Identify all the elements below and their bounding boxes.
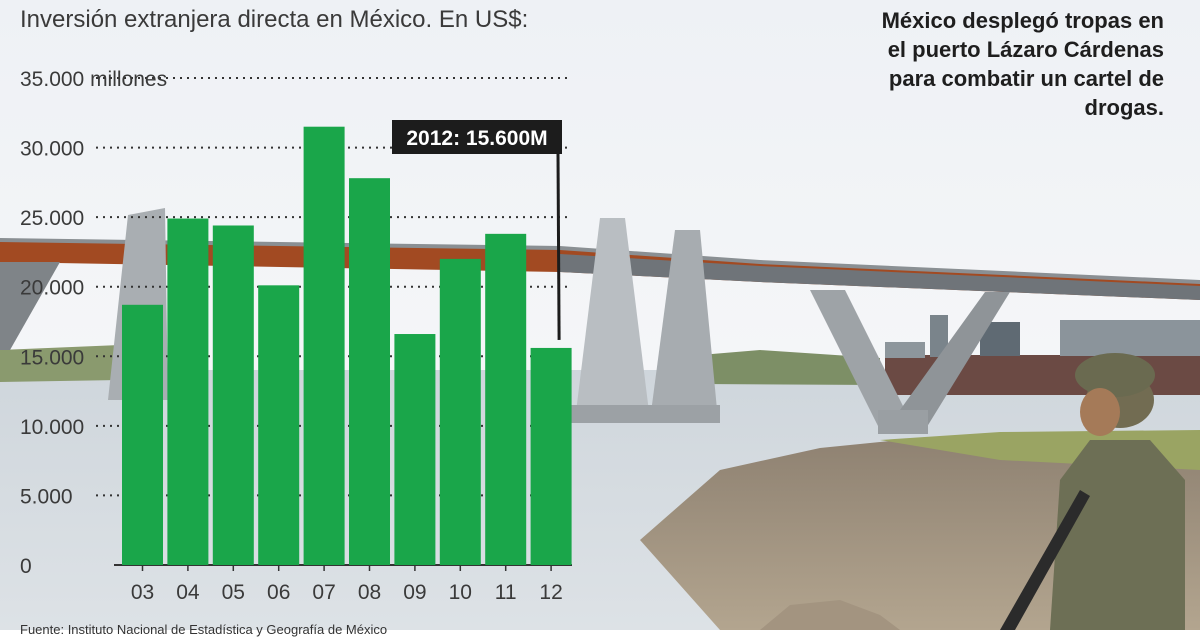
y-tick-label: 25.000	[20, 207, 84, 230]
x-tick-label-04: 04	[176, 581, 200, 604]
x-tick-label-05: 05	[222, 581, 245, 604]
y-tick-label: 10.000	[20, 416, 84, 439]
bar-09	[394, 334, 436, 565]
bar-05	[212, 225, 254, 565]
bars	[122, 126, 572, 565]
chart-title: Inversión extranjera directa en México. …	[20, 6, 529, 33]
x-tick-label-08: 08	[358, 581, 381, 604]
x-tick-label-10: 10	[449, 581, 472, 604]
callout-label: 2012: 15.600M	[406, 127, 547, 150]
y-tick-label: 20.000	[20, 277, 84, 300]
x-tick-label-12: 12	[539, 581, 562, 604]
y-tick-label: 35.000 millones	[20, 68, 167, 91]
x-tick-label-07: 07	[312, 581, 335, 604]
callout-leader	[556, 153, 561, 340]
annotation: 2012: 15.600M	[392, 120, 562, 340]
callout-box	[392, 120, 562, 154]
bar-08	[349, 178, 390, 565]
y-axis: 35.000 millones 30.000 25.000 20.000 15.000 1…	[20, 68, 167, 578]
bar-10	[439, 258, 481, 565]
bar-04	[167, 218, 209, 565]
y-tick-label: 30.000	[20, 138, 84, 161]
soldier-figure	[1000, 353, 1185, 630]
y-tick-label: 15.000	[20, 346, 84, 369]
y-tick-label: 5.000	[20, 485, 73, 508]
bar-11	[485, 233, 527, 565]
bridge	[0, 208, 1200, 434]
bar-12	[530, 347, 572, 565]
x-axis: 03 04 05 06 07 08 09 10 11 12	[131, 565, 563, 604]
y-tick-label: 0	[20, 555, 32, 578]
x-tick-label-03: 03	[131, 581, 154, 604]
x-tick-label-06: 06	[267, 581, 290, 604]
bar-07	[303, 126, 345, 565]
bar-03	[122, 304, 163, 565]
bar-06	[258, 285, 300, 565]
x-tick-label-11: 11	[495, 581, 517, 604]
chart-area: 35.000 millones 30.000 25.000 20.000 15.000 1…	[20, 68, 572, 604]
x-tick-label-09: 09	[403, 581, 426, 604]
photo-caption: México desplegó tropas en el puerto Láza…	[881, 8, 1164, 120]
